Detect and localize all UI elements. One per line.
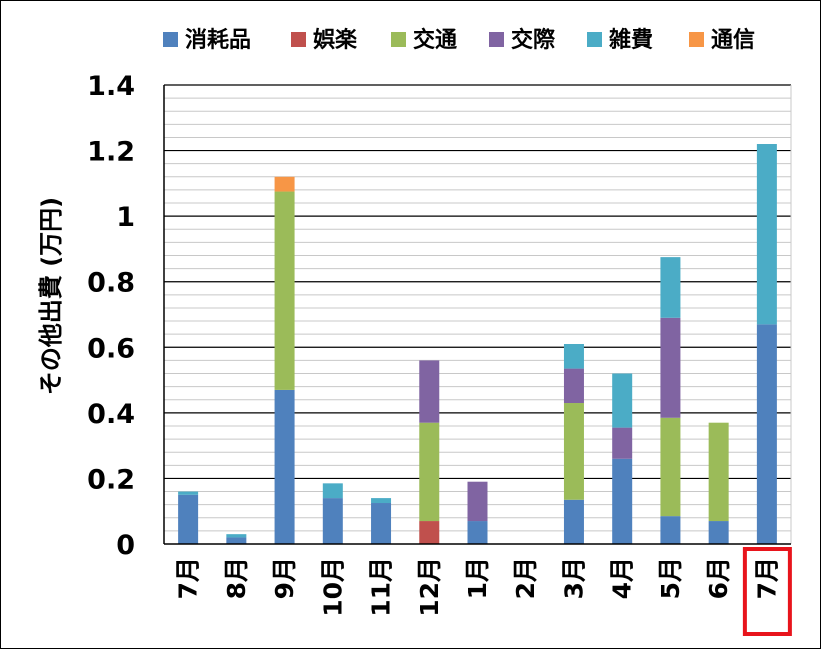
- bar-segment-2: [419, 521, 440, 544]
- x-tick-label: 7月: [752, 557, 781, 599]
- bar-segment-3: [419, 422, 440, 522]
- bar-segment-1: [467, 521, 488, 544]
- legend: 消耗品 娯楽 交通 交際 雑費 通信: [163, 27, 755, 53]
- x-tick-label: 2月: [511, 557, 540, 599]
- bar-segment-3: [274, 191, 295, 390]
- bars: [178, 144, 777, 544]
- bar-segment-1: [274, 389, 295, 544]
- y-axis-label: その他出費 (万円): [37, 197, 65, 395]
- bar-segment-4: [419, 360, 440, 423]
- y-tick-label: 0.4: [87, 399, 135, 430]
- bar-segment-3: [708, 422, 729, 522]
- y-tick-label: 1.4: [87, 71, 135, 102]
- legend-swatch: [391, 32, 406, 47]
- y-tick-label: 0.6: [87, 333, 135, 364]
- x-tick-label: 4月: [608, 557, 637, 599]
- y-tick-label: 1.2: [87, 137, 135, 168]
- bar-segment-1: [708, 521, 729, 544]
- x-tick-label: 11月: [367, 557, 396, 617]
- x-tick-label: 8月: [222, 557, 251, 599]
- y-tick-label: 0.2: [87, 464, 135, 495]
- x-tick-label: 1月: [463, 557, 492, 599]
- bar-segment-1: [756, 324, 777, 544]
- gridlines: [164, 84, 792, 544]
- bar-segment-4: [563, 368, 584, 404]
- y-tick-labels: 0 0.2 0.4 0.6 0.8 1 1.2 1.4: [87, 71, 135, 561]
- legend-label: 交通: [413, 27, 457, 53]
- legend-swatch: [489, 32, 504, 47]
- bar-segment-1: [612, 458, 633, 544]
- bar-segment-4: [660, 317, 681, 418]
- x-tick-label: 3月: [559, 557, 588, 599]
- bar-segment-1: [371, 503, 392, 544]
- legend-label: 雑費: [608, 27, 653, 53]
- legend-label: 交際: [511, 27, 556, 53]
- bar-segment-5: [756, 144, 777, 325]
- x-tick-label: 12月: [415, 557, 444, 617]
- legend-label: 通信: [711, 27, 755, 53]
- y-tick-label: 1: [116, 202, 135, 233]
- bar-segment-5: [371, 498, 392, 504]
- y-tick-label: 0: [116, 530, 135, 561]
- bar-segment-4: [467, 481, 488, 522]
- x-tick-labels: 7月 8月 9月 10月 11月 12月 1月 2月 3月 4月 5月 6月 7月: [174, 547, 792, 636]
- bar-segment-5: [226, 534, 247, 538]
- bar-segment-5: [612, 373, 633, 428]
- bar-segment-3: [563, 403, 584, 500]
- bar-segment-3: [660, 417, 681, 517]
- legend-label: 娯楽: [313, 27, 358, 53]
- x-tick-label: 6月: [704, 557, 733, 599]
- x-tick-label: 5月: [656, 557, 685, 599]
- legend-swatch: [291, 32, 306, 47]
- bar-segment-4: [612, 427, 633, 459]
- bar-segment-5: [178, 491, 199, 495]
- x-tick-label: 10月: [318, 557, 347, 617]
- bar-segment-5: [563, 344, 584, 369]
- bar-segment-1: [563, 499, 584, 544]
- bar-segment-1: [660, 516, 681, 544]
- y-tick-label: 0.8: [87, 268, 135, 299]
- bar-segment-1: [226, 537, 247, 544]
- legend-label: 消耗品: [185, 27, 251, 53]
- legend-swatch: [689, 32, 704, 47]
- x-tick-label: 9月: [270, 557, 299, 599]
- bar-segment-5: [322, 483, 343, 499]
- highlight-box: [742, 547, 792, 636]
- legend-swatch: [587, 32, 602, 47]
- bar-segment-5: [660, 257, 681, 318]
- bar-segment-1: [322, 498, 343, 544]
- x-tick-label: 7月: [174, 557, 203, 599]
- bar-segment-6: [274, 176, 295, 192]
- axes: [163, 85, 791, 545]
- legend-swatch: [163, 32, 178, 47]
- bar-segment-1: [178, 494, 199, 544]
